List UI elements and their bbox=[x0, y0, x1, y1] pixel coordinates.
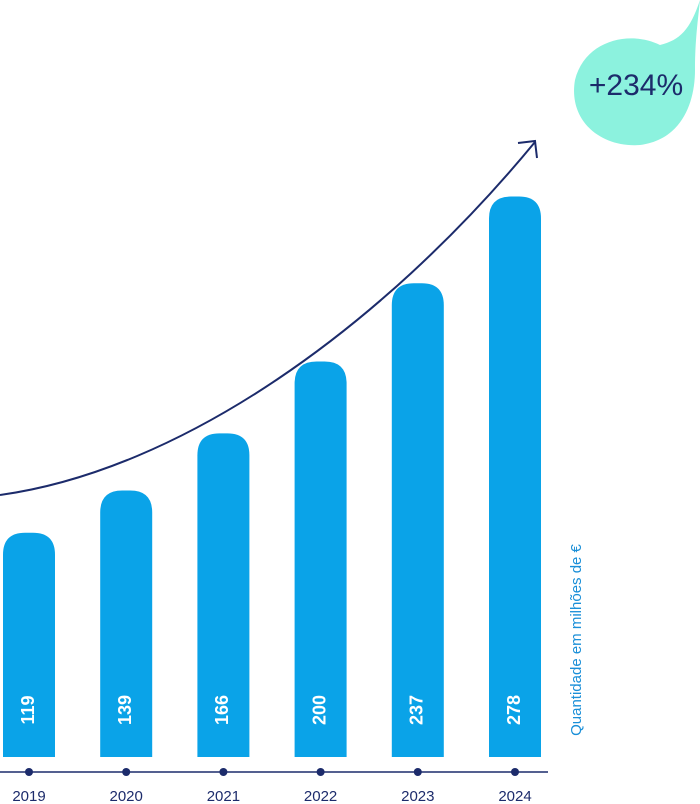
x-tick-label: 2023 bbox=[401, 788, 434, 804]
axis-dot bbox=[413, 768, 422, 776]
x-tick-label: 2021 bbox=[207, 788, 240, 804]
value-label: 237 bbox=[407, 695, 427, 725]
value-label: 166 bbox=[212, 695, 232, 725]
value-label: 139 bbox=[115, 695, 135, 725]
axis-dot bbox=[25, 768, 33, 776]
x-tick-label: 2020 bbox=[110, 788, 143, 804]
y-axis-title: Quantidade em milhões de € bbox=[568, 543, 585, 735]
axis-dot bbox=[122, 768, 131, 776]
axis-dot bbox=[511, 768, 519, 776]
bar bbox=[489, 196, 541, 758]
value-label: 200 bbox=[309, 695, 329, 725]
axis-dot bbox=[316, 768, 325, 776]
x-tick-label: 2024 bbox=[498, 788, 531, 804]
value-label: 119 bbox=[18, 695, 38, 724]
trend-arrow-head bbox=[517, 139, 538, 159]
bar bbox=[100, 490, 153, 757]
bar bbox=[391, 283, 444, 757]
axis-dot bbox=[219, 768, 228, 776]
bar bbox=[294, 361, 347, 757]
x-tick-label: 2022 bbox=[304, 788, 337, 804]
bar bbox=[3, 532, 55, 757]
value-label: 278 bbox=[504, 695, 524, 725]
x-tick-label: 2019 bbox=[12, 788, 45, 804]
annotation-leaf bbox=[574, 0, 700, 146]
trend-arrow bbox=[0, 141, 536, 496]
bar bbox=[197, 433, 250, 757]
annotation: +234% bbox=[589, 69, 683, 102]
